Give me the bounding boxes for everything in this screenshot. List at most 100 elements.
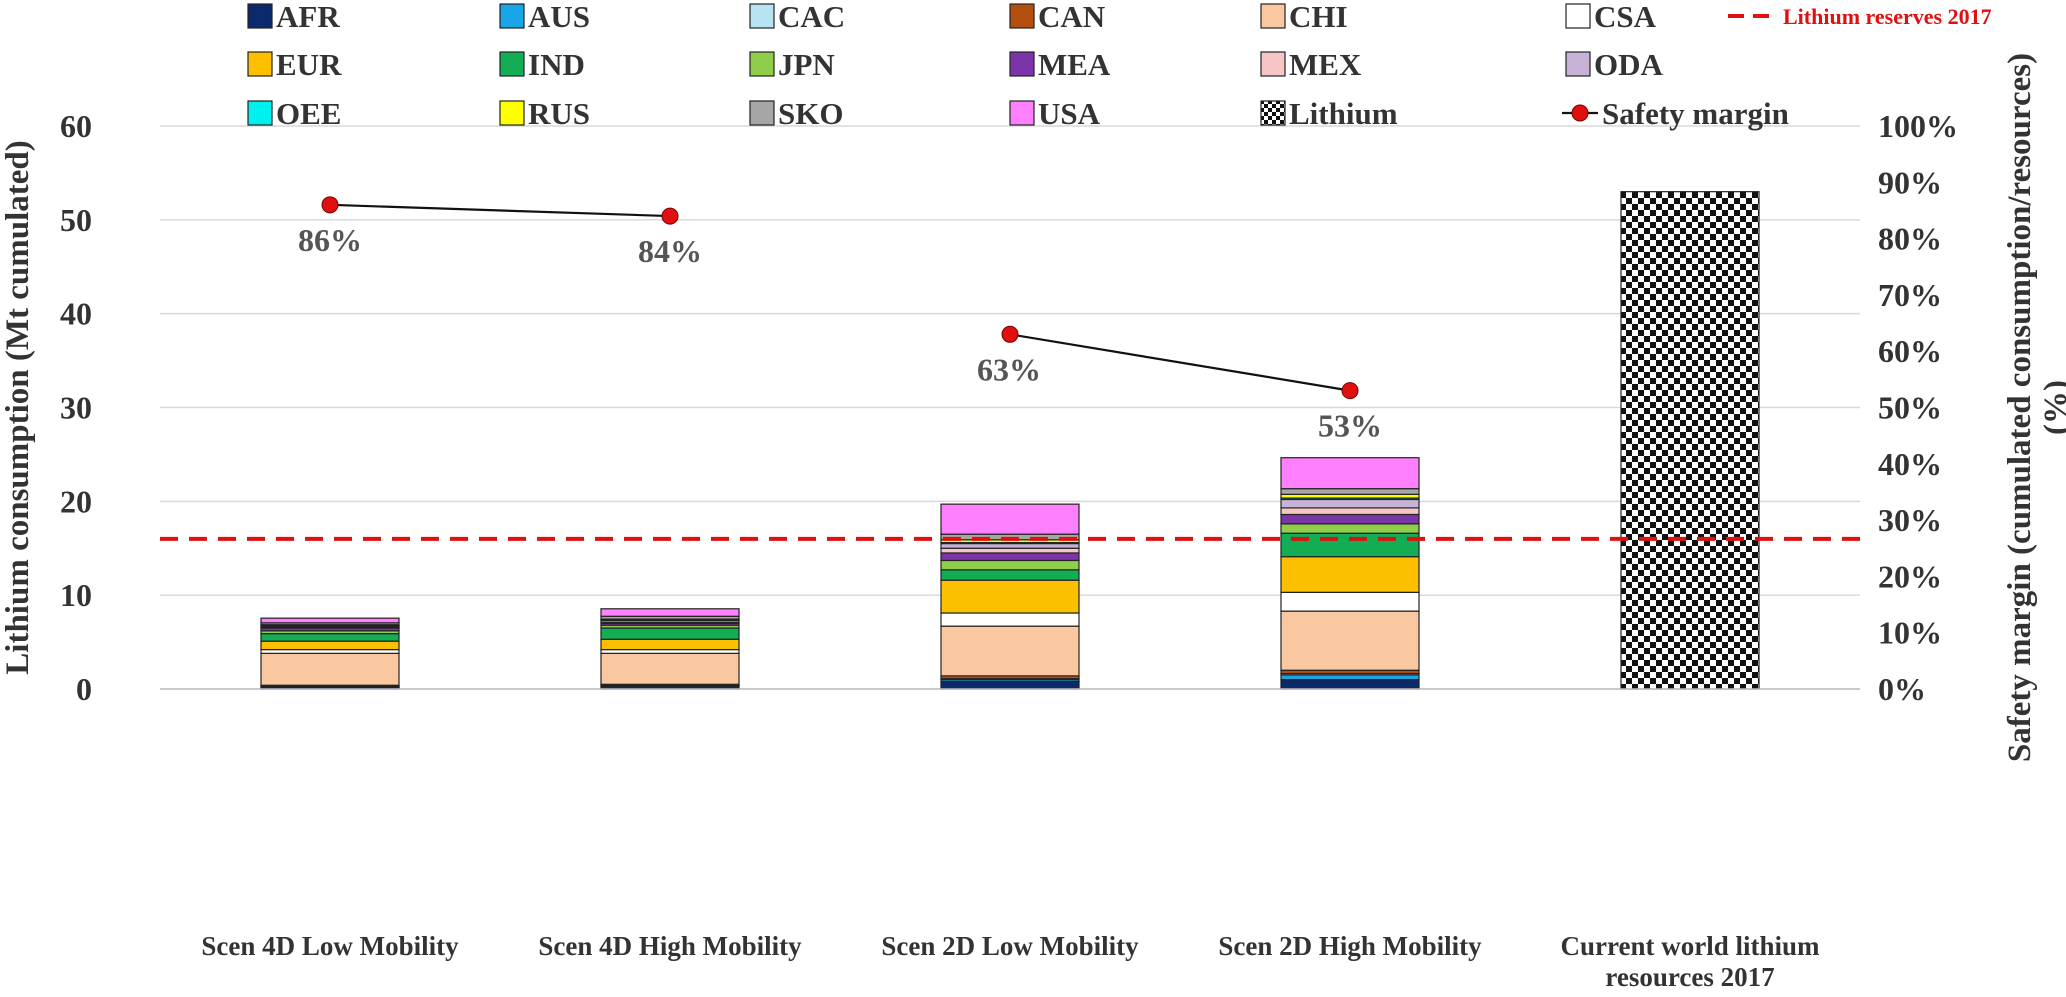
- bar-segment-afr: [1280, 679, 1420, 690]
- bar-segment-chi: [1280, 610, 1420, 671]
- bar-segment-mex: [940, 547, 1080, 554]
- legend-item-safety-margin: Safety margin: [1562, 96, 1789, 131]
- legend-swatch: [247, 100, 273, 126]
- legend-item-cac: CAC: [749, 0, 845, 34]
- bar-segment-chi: [600, 652, 740, 685]
- legend-swatch: [499, 51, 525, 77]
- legend-item-lithium-reserves: Lithium reserves 2017: [1728, 4, 1992, 29]
- y2-axis-title: (%): [2038, 380, 2066, 435]
- bar-segment-csa: [940, 612, 1080, 627]
- legend-label: EUR: [276, 47, 342, 82]
- y2-tick-label: 40%: [1878, 446, 1942, 482]
- safety-margin-point: [1001, 325, 1019, 343]
- legend-swatch: [1009, 51, 1035, 77]
- y2-tick-label: 50%: [1878, 390, 1942, 426]
- safety-margin-label: 63%: [977, 351, 1041, 387]
- y2-tick-label: 100%: [1878, 108, 1958, 144]
- bar-segment-sko: [1280, 488, 1420, 495]
- y2-tick-label: 90%: [1878, 164, 1942, 200]
- bar-segment-eur: [260, 640, 400, 651]
- legend-swatch: [749, 100, 775, 126]
- legend-swatch-dot: [1571, 104, 1589, 122]
- safety-margin-label: 86%: [298, 222, 362, 258]
- bar-segment-usa: [600, 608, 740, 617]
- legend-label: IND: [528, 47, 585, 82]
- legend-swatch: [1260, 51, 1286, 77]
- bar-segment-ind: [940, 569, 1080, 581]
- legend-item-can: CAN: [1009, 0, 1105, 34]
- legend-item-oda: ODA: [1565, 47, 1664, 82]
- legend-label: MEX: [1289, 47, 1362, 82]
- category-label: Scen 2D High Mobility: [1218, 931, 1482, 961]
- bar-segment-jpn: [940, 559, 1080, 571]
- bar-segment-usa: [1280, 457, 1420, 490]
- bar-segment-mea: [940, 552, 1080, 562]
- legend-label: ODA: [1594, 47, 1664, 82]
- bar-segment-chi: [260, 652, 400, 686]
- y-tick-label: 30: [60, 390, 92, 426]
- legend-swatch: [749, 51, 775, 77]
- y-axis-title: Lithium consumption (Mt cumulated): [0, 140, 36, 674]
- legend-swatch: [247, 3, 273, 29]
- bar-segment-csa: [1280, 591, 1420, 612]
- legend-item-ind: IND: [499, 47, 585, 82]
- y2-tick-label: 20%: [1878, 558, 1942, 594]
- legend-swatch: [1260, 3, 1286, 29]
- category-label: Scen 2D Low Mobility: [881, 931, 1139, 961]
- legend-label: CSA: [1594, 0, 1657, 34]
- safety-margin-point: [321, 196, 339, 214]
- legend-item-sko: SKO: [749, 96, 843, 131]
- y-tick-label: 10: [60, 577, 92, 613]
- legend-swatch: [749, 3, 775, 29]
- bar-segment-eur: [600, 638, 740, 651]
- bar-segment-usa: [940, 503, 1080, 535]
- legend-swatch: [1565, 51, 1591, 77]
- legend-label: CHI: [1289, 0, 1348, 34]
- legend-swatch: [1009, 100, 1035, 126]
- category-label: resources 2017: [1605, 962, 1774, 992]
- legend-label: Lithium: [1289, 96, 1398, 131]
- legend-item-mea: MEA: [1009, 47, 1111, 82]
- legend-label: Lithium reserves 2017: [1783, 4, 1992, 29]
- legend-swatch: [1260, 100, 1286, 126]
- y2-tick-label: 60%: [1878, 333, 1942, 369]
- legend-item-eur: EUR: [247, 47, 342, 82]
- y-tick-label: 0: [76, 671, 92, 707]
- bar-segment-oda: [1280, 498, 1420, 509]
- bar-segment-eur: [940, 579, 1080, 614]
- legend-label: MEA: [1038, 47, 1111, 82]
- legend-label: AFR: [276, 0, 340, 34]
- bar-segment-mex: [1280, 507, 1420, 516]
- bar-segment-ind: [600, 627, 740, 640]
- category-label: Current world lithium: [1560, 931, 1820, 961]
- bar-segment-ind: [260, 633, 400, 642]
- legend-label: USA: [1038, 96, 1101, 131]
- legend-swatch: [247, 51, 273, 77]
- category-label: Scen 4D Low Mobility: [201, 931, 459, 961]
- legend-label: RUS: [528, 96, 590, 131]
- legend-label: AUS: [528, 0, 590, 34]
- legend-item-rus: RUS: [499, 96, 590, 131]
- legend-item-csa: CSA: [1565, 0, 1657, 34]
- legend-label: OEE: [276, 96, 341, 131]
- category-label: Scen 4D High Mobility: [538, 931, 802, 961]
- legend-swatch: [1009, 3, 1035, 29]
- y2-axis-title: Safety margin (cumulated consumption/res…: [2002, 53, 2038, 762]
- safety-margin-label: 53%: [1318, 408, 1382, 444]
- y2-tick-label: 10%: [1878, 615, 1942, 651]
- legend-label: CAC: [778, 0, 845, 34]
- safety-margin-line: [329, 203, 671, 218]
- bar-segment-jpn: [1280, 523, 1420, 534]
- y-tick-label: 20: [60, 483, 92, 519]
- legend-swatch: [499, 3, 525, 29]
- bar-segment-afr: [940, 680, 1080, 690]
- legend-swatch: [1565, 3, 1591, 29]
- legend-label: CAN: [1038, 0, 1105, 34]
- legend-label: Safety margin: [1602, 96, 1789, 131]
- legend-item-chi: CHI: [1260, 0, 1348, 34]
- legend-item-afr: AFR: [247, 0, 340, 34]
- legend-swatch: [499, 100, 525, 126]
- y-tick-label: 50: [60, 202, 92, 238]
